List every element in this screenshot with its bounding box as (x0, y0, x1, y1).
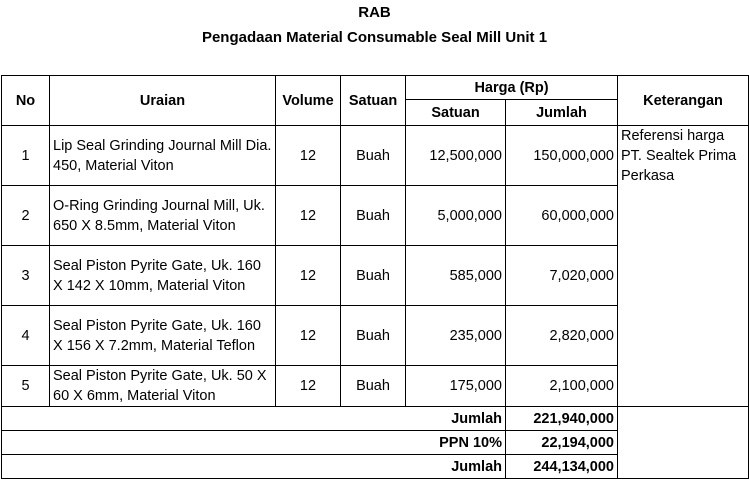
row-uraian: Seal Piston Pyrite Gate, Uk. 160 X 156 X… (49, 305, 276, 366)
total-row: Jumlah 221,940,000 (1, 406, 749, 431)
header-harga: Harga (Rp) (405, 75, 618, 100)
row-harga-satuan: 5,000,000 (405, 185, 506, 246)
row-uraian: Seal Piston Pyrite Gate, Uk. 160 X 142 X… (49, 245, 276, 306)
total-label: Jumlah (1, 406, 506, 431)
rab-table: No Uraian Volume Satuan Harga (Rp) Keter… (1, 75, 749, 479)
row-harga-satuan: 12,500,000 (405, 125, 506, 186)
header-row-bottom: Satuan Jumlah (2, 99, 749, 126)
row-satuan: Buah (340, 305, 406, 366)
total-value: 221,940,000 (505, 406, 618, 431)
ppn-value: 22,194,000 (505, 430, 618, 455)
row-satuan: Buah (340, 185, 406, 246)
grand-total-label: Jumlah (1, 454, 506, 479)
ppn-label: PPN 10% (1, 430, 506, 455)
row-harga-satuan: 235,000 (405, 305, 506, 366)
row-jumlah: 2,820,000 (505, 305, 618, 366)
table-row: 2 O-Ring Grinding Journal Mill, Uk. 650 … (1, 185, 749, 246)
header-no: No (1, 75, 50, 126)
ppn-row: PPN 10% 22,194,000 (1, 430, 749, 455)
row-harga-satuan: 585,000 (405, 245, 506, 306)
row-volume: 12 (275, 125, 341, 186)
row-volume: 12 (275, 365, 341, 407)
row-jumlah: 150,000,000 (505, 125, 618, 186)
row-no: 3 (1, 245, 50, 306)
row-satuan: Buah (340, 365, 406, 407)
header-volume: Volume (275, 75, 341, 126)
row-no: 4 (1, 305, 50, 366)
grand-total-value: 244,134,000 (505, 454, 618, 479)
row-jumlah: 7,020,000 (505, 245, 618, 306)
table-row: 3 Seal Piston Pyrite Gate, Uk. 160 X 142… (1, 245, 749, 306)
row-harga-satuan: 175,000 (405, 365, 506, 407)
row-volume: 12 (275, 185, 341, 246)
row-uraian: Lip Seal Grinding Journal Mill Dia. 450,… (49, 125, 276, 186)
header-keterangan: Keterangan (617, 75, 749, 126)
document-subtitle: Pengadaan Material Consumable Seal Mill … (201, 29, 548, 46)
header-uraian: Uraian (49, 75, 276, 126)
header-harga-jumlah: Jumlah (505, 99, 618, 126)
row-jumlah: 60,000,000 (505, 185, 618, 246)
table-row: 1 Lip Seal Grinding Journal Mill Dia. 45… (1, 125, 749, 407)
header-satuan: Satuan (340, 75, 406, 126)
row-uraian: O-Ring Grinding Journal Mill, Uk. 650 X … (49, 185, 276, 246)
row-satuan: Buah (340, 125, 406, 186)
empty-cell (617, 430, 749, 455)
table-row: 5 Seal Piston Pyrite Gate, Uk. 50 X 60 X… (1, 365, 749, 407)
keterangan-note: Referensi harga PT. Sealtek Prima Perkas… (617, 125, 749, 407)
table-row: 4 Seal Piston Pyrite Gate, Uk. 160 X 156… (1, 305, 749, 366)
header-row-top: No Uraian Volume Satuan Harga (Rp) Keter… (1, 75, 749, 126)
row-volume: 12 (275, 245, 341, 306)
row-uraian: Seal Piston Pyrite Gate, Uk. 50 X 60 X 6… (49, 365, 276, 407)
empty-cell (617, 406, 749, 431)
header-harga-satuan: Satuan (405, 99, 506, 126)
empty-cell (617, 454, 749, 479)
row-no: 2 (1, 185, 50, 246)
row-no: 1 (1, 125, 50, 186)
grand-total-row: Jumlah 244,134,000 (1, 454, 749, 479)
row-no: 5 (1, 365, 50, 407)
row-satuan: Buah (340, 245, 406, 306)
row-jumlah: 2,100,000 (505, 365, 618, 407)
document-title: RAB (358, 4, 391, 21)
row-volume: 12 (275, 305, 341, 366)
